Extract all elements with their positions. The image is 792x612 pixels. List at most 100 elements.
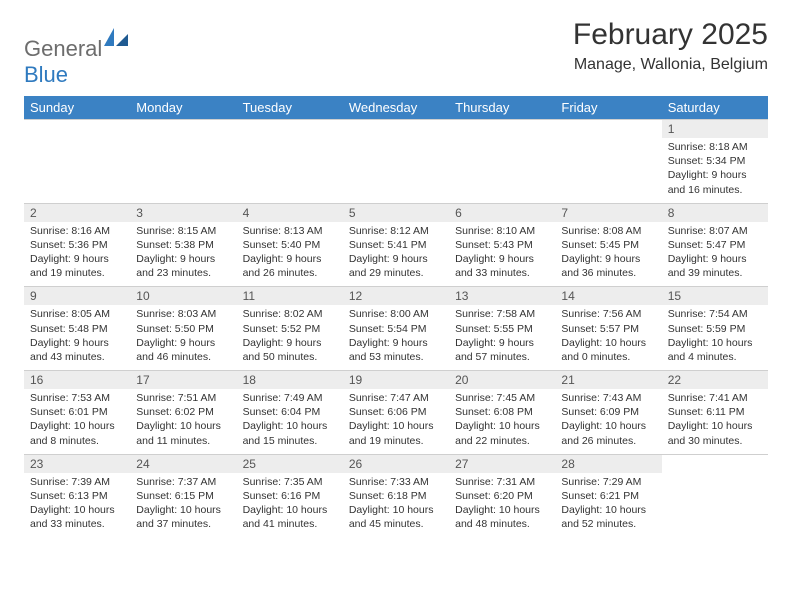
day-line-ss: Sunset: 6:01 PM xyxy=(30,405,124,419)
day-line-d2: and 16 minutes. xyxy=(668,183,762,197)
day-line-sr: Sunrise: 7:29 AM xyxy=(561,475,655,489)
day-line-d1: Daylight: 9 hours xyxy=(243,252,337,266)
calendar-cell: 23Sunrise: 7:39 AMSunset: 6:13 PMDayligh… xyxy=(24,454,130,537)
calendar-cell xyxy=(555,120,661,204)
day-line-ss: Sunset: 5:55 PM xyxy=(455,322,549,336)
day-body: Sunrise: 7:51 AMSunset: 6:02 PMDaylight:… xyxy=(130,389,236,454)
day-body: Sunrise: 8:05 AMSunset: 5:48 PMDaylight:… xyxy=(24,305,130,370)
col-thursday: Thursday xyxy=(449,96,555,120)
day-number: 7 xyxy=(555,204,661,222)
day-line-ss: Sunset: 6:15 PM xyxy=(136,489,230,503)
day-line-d1: Daylight: 10 hours xyxy=(455,503,549,517)
day-line-sr: Sunrise: 8:16 AM xyxy=(30,224,124,238)
calendar-cell: 19Sunrise: 7:47 AMSunset: 6:06 PMDayligh… xyxy=(343,371,449,455)
day-number: 24 xyxy=(130,455,236,473)
calendar-cell: 9Sunrise: 8:05 AMSunset: 5:48 PMDaylight… xyxy=(24,287,130,371)
day-body: Sunrise: 8:10 AMSunset: 5:43 PMDaylight:… xyxy=(449,222,555,287)
day-number: 23 xyxy=(24,455,130,473)
day-line-sr: Sunrise: 8:08 AM xyxy=(561,224,655,238)
day-line-ss: Sunset: 5:34 PM xyxy=(668,154,762,168)
day-line-sr: Sunrise: 8:07 AM xyxy=(668,224,762,238)
day-number: 1 xyxy=(662,120,768,138)
day-line-d1: Daylight: 9 hours xyxy=(668,168,762,182)
day-line-sr: Sunrise: 7:58 AM xyxy=(455,307,549,321)
day-line-sr: Sunrise: 8:15 AM xyxy=(136,224,230,238)
day-line-d1: Daylight: 9 hours xyxy=(30,336,124,350)
day-line-sr: Sunrise: 7:53 AM xyxy=(30,391,124,405)
calendar-cell xyxy=(343,120,449,204)
calendar-week-row: 2Sunrise: 8:16 AMSunset: 5:36 PMDaylight… xyxy=(24,203,768,287)
day-number: 28 xyxy=(555,455,661,473)
day-line-d2: and 52 minutes. xyxy=(561,517,655,531)
calendar-table: Sunday Monday Tuesday Wednesday Thursday… xyxy=(24,96,768,537)
col-saturday: Saturday xyxy=(662,96,768,120)
day-line-sr: Sunrise: 7:54 AM xyxy=(668,307,762,321)
col-sunday: Sunday xyxy=(24,96,130,120)
day-line-d1: Daylight: 9 hours xyxy=(455,252,549,266)
day-number: 5 xyxy=(343,204,449,222)
day-line-d2: and 46 minutes. xyxy=(136,350,230,364)
day-line-d1: Daylight: 10 hours xyxy=(136,419,230,433)
day-line-sr: Sunrise: 8:02 AM xyxy=(243,307,337,321)
col-friday: Friday xyxy=(555,96,661,120)
calendar-week-row: 16 Sunrise: 7:53 AMSunset: 6:01 PM Dayligh… xyxy=(24,371,768,455)
day-line-d1: Daylight: 10 hours xyxy=(349,503,443,517)
day-line-d2: and 29 minutes. xyxy=(349,266,443,280)
calendar-cell: 10Sunrise: 8:03 AMSunset: 5:50 PMDayligh… xyxy=(130,287,236,371)
day-line-ss: Sunset: 5:45 PM xyxy=(561,238,655,252)
calendar-cell xyxy=(130,120,236,204)
day-line-d2: and 33 minutes. xyxy=(30,517,124,531)
day-number: 3 xyxy=(130,204,236,222)
day-line-d2: and 4 minutes. xyxy=(668,350,762,364)
calendar-cell xyxy=(237,120,343,204)
day-line-sr: Sunrise: 8:13 AM xyxy=(243,224,337,238)
day-line-d2: and 33 minutes. xyxy=(455,266,549,280)
day-body: Sunrise: 7:47 AMSunset: 6:06 PMDaylight:… xyxy=(343,389,449,454)
day-body: Sunrise: 7:29 AMSunset: 6:21 PMDaylight:… xyxy=(555,473,661,538)
day-line-d1: Daylight: 10 hours xyxy=(561,503,655,517)
day-line-ss: Sunset: 5:43 PM xyxy=(455,238,549,252)
day-line-d2: and 53 minutes. xyxy=(349,350,443,364)
day-line-sr: Sunrise: 8:10 AM xyxy=(455,224,549,238)
day-line-d2: and 43 minutes. xyxy=(30,350,124,364)
day-number: 9 xyxy=(24,287,130,305)
day-line-ss: Sunset: 5:47 PM xyxy=(668,238,762,252)
day-line-d2: and 50 minutes. xyxy=(243,350,337,364)
day-line-ss: Sunset: 6:04 PM xyxy=(243,405,337,419)
day-number: 26 xyxy=(343,455,449,473)
day-line-ss: Sunset: 5:48 PM xyxy=(30,322,124,336)
day-line-sr: Sunrise: 7:41 AM xyxy=(668,391,762,405)
day-line-d1: Daylight: 9 hours xyxy=(668,252,762,266)
day-line-d1: Daylight: 10 hours xyxy=(561,419,655,433)
day-line-d1: Daylight: 9 hours xyxy=(349,336,443,350)
calendar-cell xyxy=(24,120,130,204)
day-number: 27 xyxy=(449,455,555,473)
day-line-ss: Sunset: 6:09 PM xyxy=(561,405,655,419)
day-line-ss: Sunset: 5:40 PM xyxy=(243,238,337,252)
day-line-ss: Sunset: 6:21 PM xyxy=(561,489,655,503)
day-line-d2: and 23 minutes. xyxy=(136,266,230,280)
day-number: 16 xyxy=(24,371,130,389)
calendar-cell: 21Sunrise: 7:43 AMSunset: 6:09 PMDayligh… xyxy=(555,371,661,455)
day-line-d2: and 0 minutes. xyxy=(561,350,655,364)
calendar-cell: 17Sunrise: 7:51 AMSunset: 6:02 PMDayligh… xyxy=(130,371,236,455)
calendar-cell: 5Sunrise: 8:12 AMSunset: 5:41 PMDaylight… xyxy=(343,203,449,287)
logo-text-blue: Blue xyxy=(24,62,68,87)
day-line-d1: Daylight: 10 hours xyxy=(243,419,337,433)
day-line-d1: Daylight: 10 hours xyxy=(561,336,655,350)
day-number: 6 xyxy=(449,204,555,222)
day-line-d2: and 45 minutes. xyxy=(349,517,443,531)
header: General Blue February 2025 Manage, Wallo… xyxy=(24,18,768,88)
day-number: 18 xyxy=(237,371,343,389)
calendar-cell: 25Sunrise: 7:35 AMSunset: 6:16 PMDayligh… xyxy=(237,454,343,537)
day-line-d2: and 48 minutes. xyxy=(455,517,549,531)
day-line-ss: Sunset: 5:41 PM xyxy=(349,238,443,252)
day-body: Sunrise: 7:31 AMSunset: 6:20 PMDaylight:… xyxy=(449,473,555,538)
calendar-cell: 2Sunrise: 8:16 AMSunset: 5:36 PMDaylight… xyxy=(24,203,130,287)
calendar-cell: 6Sunrise: 8:10 AMSunset: 5:43 PMDaylight… xyxy=(449,203,555,287)
day-line-ss: Sunset: 5:59 PM xyxy=(668,322,762,336)
calendar-cell: 16Sunrise: 7:53 AMSunset: 6:01 PMDayligh… xyxy=(24,371,130,455)
day-line-ss: Sunset: 6:18 PM xyxy=(349,489,443,503)
day-line-d2: and 19 minutes. xyxy=(30,266,124,280)
day-body: Sunrise: 7:58 AMSunset: 5:55 PMDaylight:… xyxy=(449,305,555,370)
